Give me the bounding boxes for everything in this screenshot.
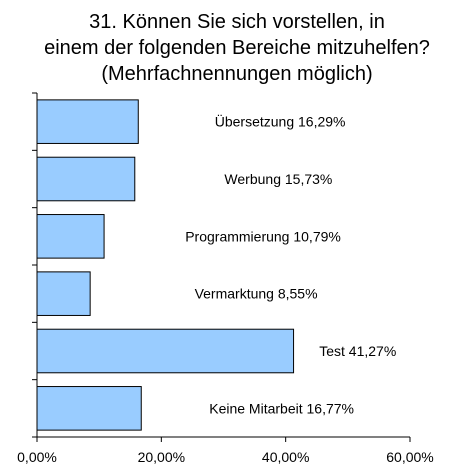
data-label: Test 41,27%: [319, 343, 396, 359]
bar: [36, 156, 136, 202]
bar: [36, 214, 105, 259]
chart-title-line-1: 31. Können Sie sich vorstellen, in: [89, 11, 385, 33]
x-tick-label: 20,00%: [138, 449, 185, 465]
x-tick-label: 40,00%: [262, 449, 309, 465]
data-label: Keine Mitarbeit 16,77%: [209, 400, 354, 416]
x-tick-label: 0,00%: [17, 449, 57, 465]
bar: [36, 99, 139, 144]
data-label: Programmierung 10,79%: [185, 228, 341, 244]
bar: [36, 328, 295, 374]
bar: [36, 271, 91, 316]
bar: [36, 386, 142, 431]
x-tick-label: 60,00%: [386, 449, 433, 465]
chart-title-line-2: einem der folgenden Bereiche mitzuhelfen…: [44, 37, 430, 59]
data-label: Übersetzung 16,29%: [215, 113, 346, 130]
data-label: Vermarktung 8,55%: [195, 286, 318, 302]
data-label: Werbung 15,73%: [224, 171, 332, 187]
chart-title-line-3: (Mehrfachnennungen möglich): [101, 63, 373, 85]
